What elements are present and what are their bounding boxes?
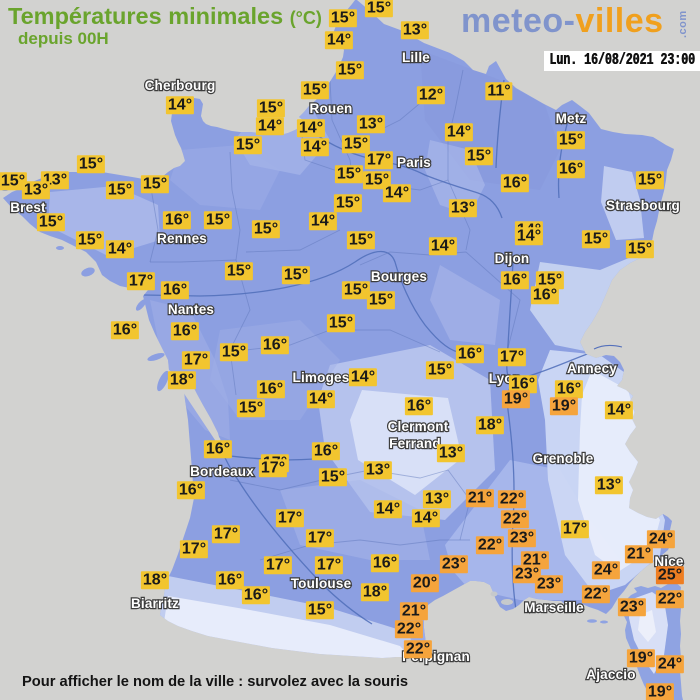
svg-text:Nantes: Nantes (168, 302, 214, 317)
svg-text:Marseille: Marseille (524, 600, 584, 615)
svg-text:Biarritz: Biarritz (131, 596, 179, 611)
svg-text:Bordeaux: Bordeaux (190, 464, 254, 479)
svg-text:Ferrand: Ferrand (389, 436, 441, 451)
svg-text:Cherbourg: Cherbourg (145, 78, 216, 93)
svg-text:Toulouse: Toulouse (291, 576, 352, 591)
svg-text:Ajaccio: Ajaccio (586, 667, 635, 682)
svg-text:Bourges: Bourges (371, 269, 427, 284)
svg-text:Grenoble: Grenoble (533, 451, 594, 466)
svg-text:Limoges: Limoges (293, 370, 350, 385)
svg-text:Rouen: Rouen (310, 101, 353, 116)
svg-text:Annecy: Annecy (567, 361, 617, 376)
svg-text:Lille: Lille (402, 50, 430, 65)
svg-text:Metz: Metz (556, 111, 587, 126)
svg-text:Nice: Nice (654, 554, 684, 569)
svg-text:Paris: Paris (397, 155, 431, 170)
svg-text:Clermont: Clermont (388, 419, 449, 434)
svg-text:Brest: Brest (10, 200, 46, 215)
svg-text:Dijon: Dijon (495, 251, 530, 266)
svg-text:Strasbourg: Strasbourg (606, 198, 680, 213)
svg-text:Rennes: Rennes (157, 231, 207, 246)
